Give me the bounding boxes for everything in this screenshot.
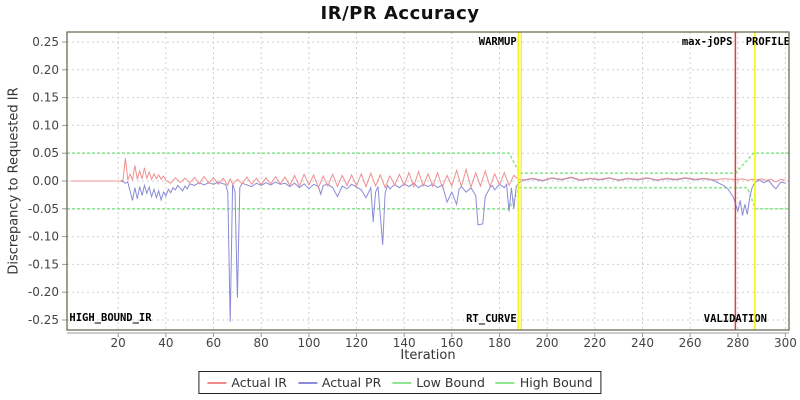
series-actual-ir	[70, 158, 786, 190]
series-lines	[67, 152, 789, 322]
phase-markers: WARMUP RT_CURVE max-jOPS VALIDATION PROFILE	[466, 32, 790, 330]
legend: Actual IR Actual PR Low Bound High Bound	[198, 371, 602, 394]
series-low-bound	[67, 186, 789, 210]
x-tick-label: 220	[583, 336, 606, 350]
marker-max-jops-bottom-label: VALIDATION	[704, 313, 767, 325]
y-tick-label: 0.20	[32, 63, 59, 77]
y-tick-label: -0.25	[28, 313, 59, 327]
y-tick-label: 0.00	[32, 174, 59, 188]
x-tick-label: 180	[488, 336, 511, 350]
legend-swatch	[495, 381, 515, 384]
marker-warmup-top-label: WARMUP	[479, 36, 517, 48]
x-tick-label: 60	[206, 336, 221, 350]
y-tick-label: 0.10	[32, 118, 59, 132]
x-tick-label: 20	[111, 336, 126, 350]
marker-max-jops-top-label: max-jOPS	[682, 36, 733, 48]
series-high-bound	[67, 152, 789, 174]
legend-item-actual-ir: Actual IR	[207, 375, 287, 390]
x-tick-label: 300	[774, 336, 797, 350]
x-tick-label: 240	[631, 336, 654, 350]
marker-warmup-bottom-label: RT_CURVE	[466, 313, 517, 325]
x-tick-label: 280	[726, 336, 749, 350]
legend-item-low-bound: Low Bound	[392, 375, 485, 390]
y-tick-label: 0.05	[32, 146, 59, 160]
y-tick-label: -0.10	[28, 230, 59, 244]
x-tick-label: 140	[393, 336, 416, 350]
x-tick-label: 200	[536, 336, 559, 350]
x-tick-label: 80	[254, 336, 269, 350]
legend-swatch	[207, 381, 227, 384]
legend-swatch	[297, 381, 317, 384]
y-tick-label: -0.20	[28, 285, 59, 299]
legend-label: Actual IR	[231, 375, 287, 390]
gridlines	[67, 32, 789, 330]
legend-item-actual-pr: Actual PR	[297, 375, 382, 390]
series-actual-pr	[70, 177, 786, 322]
legend-item-high-bound: High Bound	[495, 375, 593, 390]
x-axis: 20 40 60 80 100 120 140 160 180 200 220 240 260 280 30…	[67, 332, 797, 350]
y-tick-label: 0.25	[32, 35, 59, 49]
y-axis-title: Discrepancy to Requested IR	[6, 87, 22, 275]
x-tick-label: 260	[679, 336, 702, 350]
chart-title: IR/PR Accuracy	[320, 3, 480, 24]
y-tick-label: 0.15	[32, 91, 59, 105]
plot-border	[66, 31, 790, 331]
x-axis-title: Iteration	[400, 348, 456, 363]
y-tick-label: -0.15	[28, 257, 59, 271]
legend-swatch	[392, 381, 412, 384]
y-tick-label: -0.05	[28, 202, 59, 216]
x-tick-label: 120	[345, 336, 368, 350]
marker-profile-top-label: PROFILE	[746, 36, 790, 48]
x-tick-label: 160	[440, 336, 463, 350]
x-tick-label: 100	[297, 336, 320, 350]
x-tick-label: 40	[158, 336, 173, 350]
legend-label: High Bound	[519, 375, 593, 390]
legend-label: Low Bound	[416, 375, 485, 390]
y-axis: 0.25 0.20 0.15 0.10 0.05 0.00 -0.05 -0.10 -0.15 -…	[28, 35, 67, 327]
legend-label: Actual PR	[321, 375, 382, 390]
annotation-high_bound_ir: HIGH_BOUND_IR	[69, 312, 152, 324]
